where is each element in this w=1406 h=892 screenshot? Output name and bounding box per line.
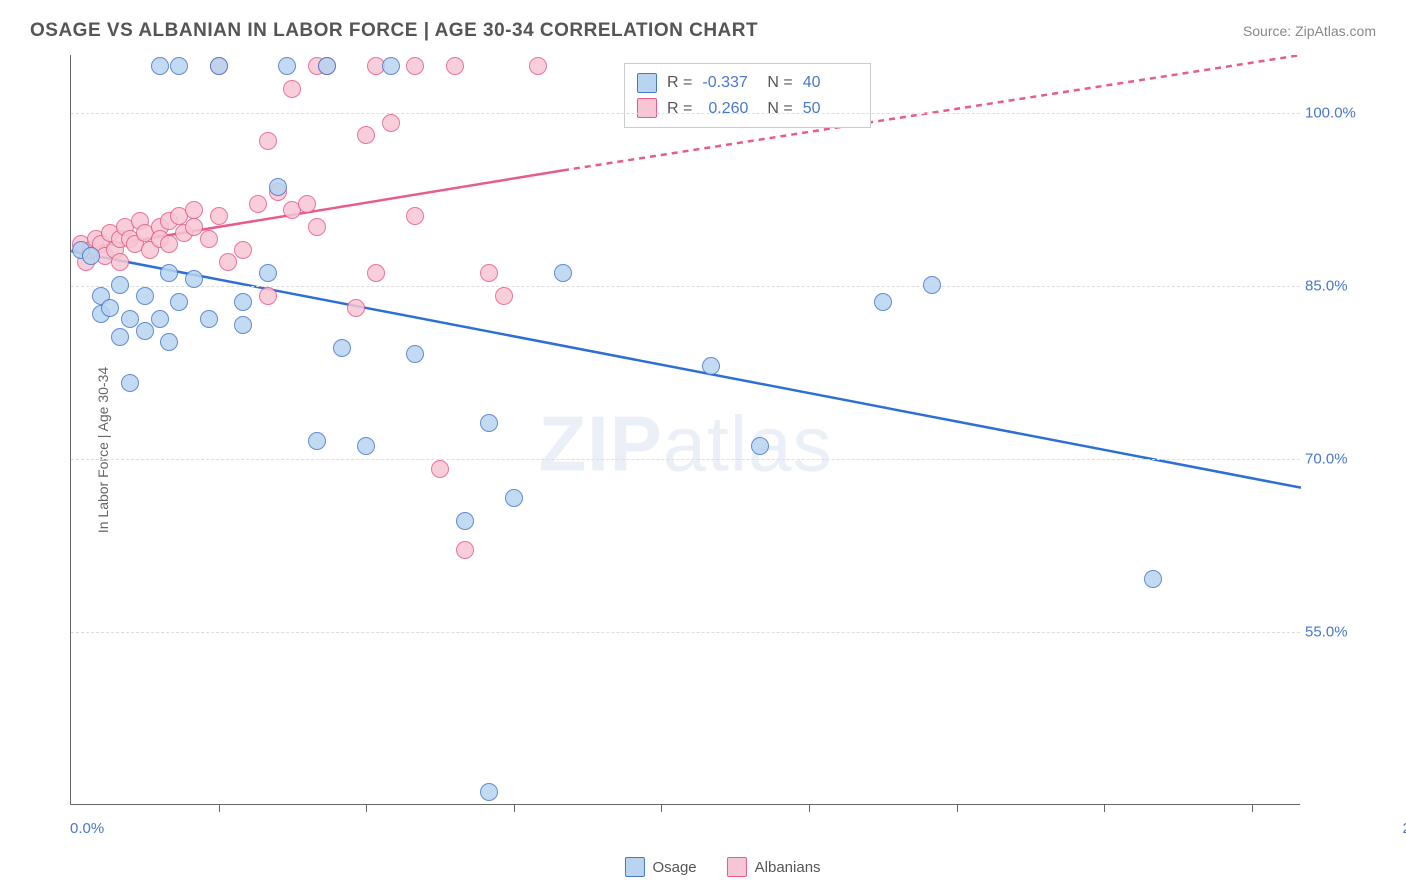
x-axis-max-label: 25.0% [1402, 820, 1406, 837]
osage-point [101, 299, 119, 317]
osage-point [111, 328, 129, 346]
plot-area: ZIPatlas R = -0.337 N = 40 R = 0.260 N =… [70, 55, 1300, 805]
x-tick [514, 804, 515, 812]
osage-point [357, 437, 375, 455]
albanians-point [259, 132, 277, 150]
osage-point [702, 357, 720, 375]
osage-point [308, 432, 326, 450]
osage-point [333, 339, 351, 357]
y-tick-label: 100.0% [1305, 104, 1375, 121]
osage-point [136, 322, 154, 340]
osage-point [210, 57, 228, 75]
albanians-point [249, 195, 267, 213]
x-tick [366, 804, 367, 812]
osage-point [259, 264, 277, 282]
stats-row-albanians: R = 0.260 N = 50 [637, 96, 858, 122]
chart-title: OSAGE VS ALBANIAN IN LABOR FORCE | AGE 3… [30, 20, 758, 42]
albanians-point [160, 235, 178, 253]
albanians-point [234, 241, 252, 259]
osage-point [185, 270, 203, 288]
x-axis-min-label: 0.0% [70, 820, 104, 837]
albanians-point [283, 80, 301, 98]
osage-point [456, 512, 474, 530]
osage-point [923, 276, 941, 294]
legend-swatch-osage [624, 857, 644, 877]
gridline [71, 459, 1300, 460]
swatch-osage [637, 73, 657, 93]
legend-item-osage: Osage [624, 857, 696, 877]
x-tick [219, 804, 220, 812]
osage-point [480, 783, 498, 801]
albanians-point [456, 541, 474, 559]
albanians-point [308, 218, 326, 236]
osage-point [82, 247, 100, 265]
albanians-point [367, 264, 385, 282]
osage-point [382, 57, 400, 75]
y-tick-label: 70.0% [1305, 450, 1375, 467]
osage-point [505, 489, 523, 507]
albanians-point [200, 230, 218, 248]
albanians-point [406, 57, 424, 75]
osage-point [136, 287, 154, 305]
albanians-point [298, 195, 316, 213]
osage-point [234, 293, 252, 311]
x-tick [661, 804, 662, 812]
osage-point [170, 57, 188, 75]
swatch-albanians [637, 98, 657, 118]
x-tick [809, 804, 810, 812]
x-tick [957, 804, 958, 812]
osage-point [554, 264, 572, 282]
trend-lines [71, 55, 1301, 805]
gridline [71, 286, 1300, 287]
albanians-point [259, 287, 277, 305]
osage-point [160, 333, 178, 351]
osage-point [121, 374, 139, 392]
osage-point [318, 57, 336, 75]
albanians-point [219, 253, 237, 271]
albanians-point [357, 126, 375, 144]
header: OSAGE VS ALBANIAN IN LABOR FORCE | AGE 3… [0, 0, 1406, 52]
osage-point [151, 310, 169, 328]
albanians-point [529, 57, 547, 75]
x-tick [1104, 804, 1105, 812]
osage-point [406, 345, 424, 363]
osage-point [278, 57, 296, 75]
stats-legend-box: R = -0.337 N = 40 R = 0.260 N = 50 [624, 63, 871, 128]
y-tick-label: 55.0% [1305, 623, 1375, 640]
gridline [71, 632, 1300, 633]
osage-point [200, 310, 218, 328]
albanians-point [406, 207, 424, 225]
bottom-legend: Osage Albanians [624, 857, 820, 877]
albanians-point [347, 299, 365, 317]
albanians-point [446, 57, 464, 75]
gridline [71, 113, 1300, 114]
osage-point [111, 276, 129, 294]
x-tick [1252, 804, 1253, 812]
osage-point [269, 178, 287, 196]
watermark: ZIPatlas [538, 399, 832, 490]
albanians-point [431, 460, 449, 478]
osage-point [234, 316, 252, 334]
legend-item-albanians: Albanians [727, 857, 821, 877]
osage-point [1144, 570, 1162, 588]
albanians-point [111, 253, 129, 271]
albanians-point [382, 114, 400, 132]
osage-point [751, 437, 769, 455]
osage-point [480, 414, 498, 432]
chart-container: In Labor Force | Age 30-34 ZIPatlas R = … [70, 55, 1375, 845]
legend-swatch-albanians [727, 857, 747, 877]
osage-point [151, 57, 169, 75]
albanians-point [210, 207, 228, 225]
osage-point [874, 293, 892, 311]
albanians-point [480, 264, 498, 282]
source-label: Source: ZipAtlas.com [1243, 23, 1376, 39]
stats-row-osage: R = -0.337 N = 40 [637, 70, 858, 96]
albanians-point [495, 287, 513, 305]
osage-point [160, 264, 178, 282]
osage-point [170, 293, 188, 311]
y-tick-label: 85.0% [1305, 277, 1375, 294]
albanians-point [185, 201, 203, 219]
